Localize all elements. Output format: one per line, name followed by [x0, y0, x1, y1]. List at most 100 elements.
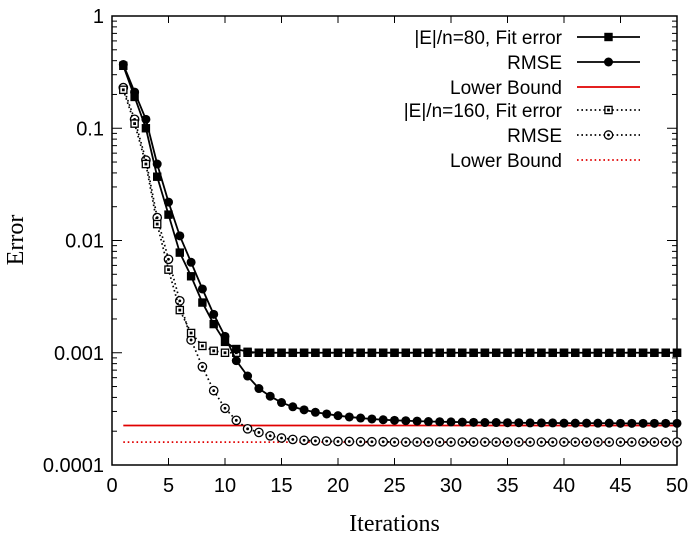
- data-point: [390, 415, 399, 425]
- data-point: [582, 348, 591, 357]
- data-point: [333, 411, 343, 421]
- data-point-dot: [234, 418, 238, 422]
- data-point: [220, 337, 230, 347]
- data-point: [423, 417, 433, 427]
- data-point-dot: [223, 406, 227, 410]
- legend-marker: [604, 57, 613, 67]
- legend-label: RMSE: [507, 126, 562, 147]
- data-point: [119, 61, 128, 71]
- data-point-dot: [415, 440, 419, 444]
- data-point: [627, 348, 636, 357]
- data-point: [616, 348, 625, 357]
- data-point: [322, 348, 331, 357]
- x-tick-label: 5: [163, 475, 174, 497]
- data-point-dot: [325, 439, 329, 443]
- data-point: [209, 309, 219, 319]
- data-point: [141, 124, 151, 133]
- data-point-dot: [641, 440, 645, 444]
- legend-marker: [604, 32, 613, 42]
- data-point: [457, 417, 467, 427]
- y-tick-label: 1: [93, 6, 104, 28]
- data-point: [616, 418, 625, 428]
- x-axis: 0 5 10 15 20 25 30 35 40 45 50: [106, 16, 688, 497]
- series-0: [119, 61, 682, 357]
- data-point: [480, 418, 490, 428]
- data-point: [356, 348, 365, 357]
- data-point: [345, 348, 354, 357]
- y-tick-label: 0.1: [76, 118, 104, 140]
- data-point-dot: [133, 122, 136, 126]
- data-point-dot: [314, 439, 317, 443]
- legend-marker-dot: [607, 108, 610, 112]
- data-point-dot: [393, 440, 396, 444]
- data-point-dot: [144, 162, 148, 166]
- x-tick-label: 15: [270, 475, 292, 497]
- data-point: [254, 384, 264, 394]
- data-point-dot: [607, 440, 611, 444]
- data-point-dot: [257, 431, 261, 434]
- data-point: [288, 348, 297, 357]
- data-point: [367, 348, 377, 357]
- data-point-dot: [201, 344, 204, 348]
- data-point: [277, 348, 286, 357]
- data-point: [435, 417, 445, 427]
- data-point: [536, 418, 546, 428]
- data-point: [593, 418, 603, 428]
- data-point-dot: [347, 440, 351, 443]
- y-axis: 0.0001 0.001 0.01 0.1 1: [43, 6, 677, 477]
- data-point-dot: [189, 331, 193, 335]
- data-point: [503, 418, 512, 428]
- data-point-dot: [359, 440, 362, 444]
- data-point: [390, 348, 399, 357]
- data-point-dot: [494, 440, 498, 444]
- data-point: [186, 257, 196, 267]
- data-point: [446, 348, 456, 357]
- data-point: [492, 348, 501, 357]
- y-tick-label: 0.001: [54, 343, 104, 365]
- y-axis-title: Error: [3, 215, 29, 266]
- data-point-dot: [483, 440, 487, 444]
- data-point-dot: [573, 440, 577, 444]
- data-point: [469, 417, 479, 427]
- data-point: [480, 348, 490, 357]
- data-point: [491, 418, 501, 428]
- data-point: [231, 356, 241, 366]
- x-tick-label: 10: [214, 475, 236, 497]
- data-point: [537, 348, 546, 357]
- data-point: [525, 418, 535, 428]
- data-point: [299, 405, 309, 415]
- data-point-dot: [178, 299, 182, 303]
- data-point: [446, 417, 456, 427]
- data-point-dot: [619, 440, 622, 444]
- data-point: [548, 418, 558, 428]
- data-point: [277, 398, 286, 408]
- data-point: [548, 348, 557, 357]
- data-point-dot: [460, 440, 464, 444]
- data-point-dot: [121, 88, 125, 92]
- data-point: [571, 348, 580, 357]
- data-point: [401, 348, 410, 357]
- data-point: [378, 415, 388, 425]
- data-point: [299, 348, 309, 357]
- data-point: [198, 298, 207, 307]
- data-point: [650, 348, 659, 357]
- data-point-dot: [178, 308, 182, 312]
- data-point-dot: [472, 440, 475, 444]
- data-point: [401, 416, 411, 426]
- data-point-dot: [167, 257, 170, 261]
- legend-label: |E|/n=80, Fit error: [414, 28, 562, 49]
- data-point-dot: [517, 440, 521, 444]
- legend-label: Lower Bound: [450, 78, 562, 99]
- data-point-dot: [167, 268, 170, 272]
- data-point: [175, 231, 185, 241]
- data-point: [525, 348, 535, 357]
- data-point: [356, 413, 366, 423]
- data-point: [209, 319, 218, 329]
- x-axis-title: Iterations: [349, 511, 440, 537]
- data-point: [344, 412, 354, 422]
- data-point-dot: [438, 440, 442, 444]
- data-point-dot: [189, 338, 193, 342]
- y-tick-label: 0.01: [65, 231, 104, 253]
- data-point-dot: [404, 440, 408, 444]
